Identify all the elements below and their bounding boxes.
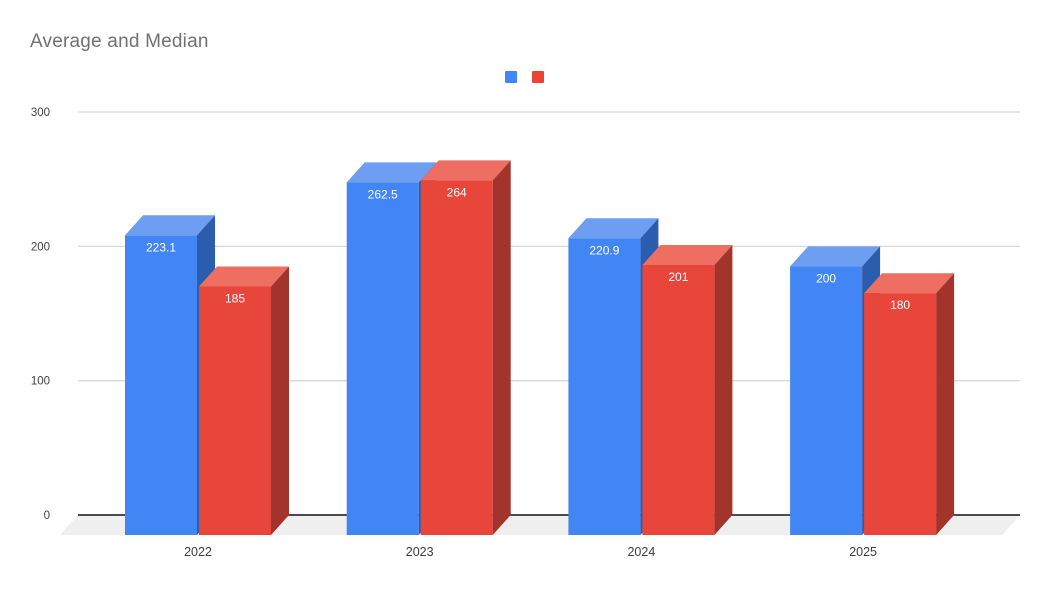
- legend-swatch-2[interactable]: [532, 71, 544, 83]
- bar-front-face: [568, 238, 641, 536]
- value-label-average-2024: 220.9: [589, 243, 619, 257]
- chart-title: Average and Median: [30, 31, 209, 52]
- bar-median-2025[interactable]: 180: [864, 273, 955, 535]
- bar-side-face: [936, 273, 955, 535]
- value-label-median-2022: 185: [225, 291, 245, 305]
- bar-top-face: [125, 215, 215, 236]
- value-label-average-2025: 200: [816, 271, 836, 285]
- value-label-average-2023: 262.5: [368, 187, 398, 201]
- y-tick-200: 200: [31, 241, 50, 253]
- value-label-median-2023: 264: [447, 185, 467, 199]
- bar-median-2024[interactable]: 201: [642, 244, 733, 535]
- bar-top-face: [790, 246, 881, 267]
- bar-top-face: [864, 273, 955, 294]
- bar-median-2023[interactable]: 264: [420, 160, 511, 535]
- bar-average-2025[interactable]: 200: [790, 246, 881, 535]
- y-tick-100: 100: [31, 376, 50, 388]
- y-tick-300: 300: [31, 107, 50, 119]
- bar-top-face: [346, 162, 437, 183]
- bar-front-face: [790, 266, 863, 535]
- bar-top-face: [420, 160, 511, 181]
- chart-floor: [60, 515, 1020, 535]
- bar-median-2022[interactable]: 185: [199, 266, 289, 535]
- bar-front-face: [864, 293, 937, 535]
- value-label-average-2022: 223.1: [146, 240, 176, 254]
- value-label-median-2024: 201: [668, 270, 688, 284]
- bar-top-face: [568, 218, 659, 239]
- bar-side-face: [714, 244, 733, 535]
- legend: [505, 71, 544, 83]
- bar-front-face: [420, 180, 493, 535]
- category-label-2022: 2022: [184, 545, 212, 559]
- bar-front-face: [125, 235, 197, 536]
- category-label-2025: 2025: [849, 545, 877, 559]
- bar-front-face: [642, 264, 715, 535]
- value-label-median-2025: 180: [890, 298, 910, 312]
- bar-top-face: [642, 244, 733, 265]
- bar-top-face: [199, 266, 289, 287]
- bar-side-face: [492, 160, 511, 535]
- bar-front-face: [199, 286, 271, 535]
- bar-front-face: [346, 182, 419, 536]
- legend-swatch-1[interactable]: [505, 71, 517, 83]
- bar-side-face: [271, 266, 289, 535]
- category-label-2024: 2024: [627, 545, 655, 559]
- y-tick-0: 0: [44, 510, 50, 522]
- category-label-2023: 2023: [406, 545, 434, 559]
